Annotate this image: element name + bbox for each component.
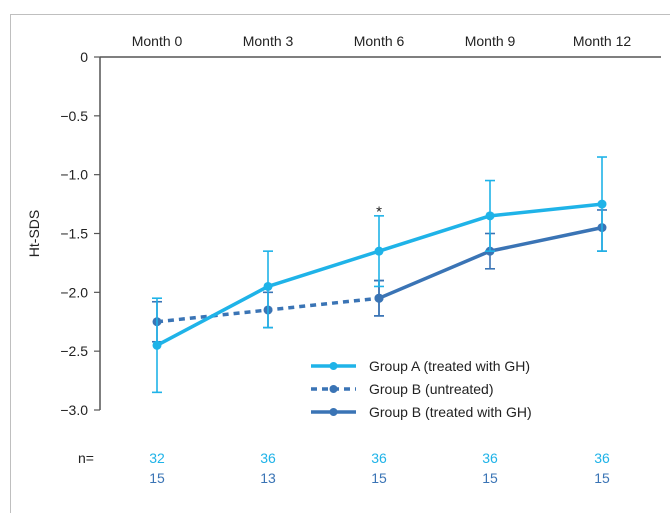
data-point — [152, 340, 162, 350]
sample-size-value: 36 — [482, 450, 498, 466]
sample-size-value: 15 — [149, 470, 165, 486]
data-point — [597, 199, 607, 209]
y-tick-label: −1.0 — [60, 167, 88, 183]
n-label: n= — [78, 450, 94, 466]
x-tick-label: Month 3 — [243, 33, 294, 49]
line-chart: Month 0 Month 3 Month 6 Month 9 Month 12 0 −0.… — [26, 33, 661, 486]
y-axis-label: Ht-SDS — [26, 210, 42, 257]
sample-size-value: 36 — [260, 450, 276, 466]
sample-size-value: 13 — [260, 470, 276, 486]
sample-size-value: 15 — [594, 470, 610, 486]
data-point — [374, 293, 384, 303]
y-tick-label: 0 — [80, 49, 88, 65]
legend-label: Group B (untreated) — [369, 381, 494, 397]
legend-label: Group B (treated with GH) — [369, 404, 532, 420]
x-tick-label: Month 9 — [465, 33, 516, 49]
legend-swatch-point — [329, 408, 338, 416]
y-tick-label: −2.0 — [60, 284, 88, 300]
y-tick-label: −3.0 — [60, 402, 88, 418]
chart-frame: Month 0 Month 3 Month 6 Month 9 Month 12 0 −0.… — [10, 14, 670, 513]
sample-size-value: 15 — [482, 470, 498, 486]
data-point — [485, 211, 495, 221]
x-tick-label: Month 12 — [573, 33, 632, 49]
sample-size-value: 36 — [371, 450, 387, 466]
legend-swatch-point — [329, 385, 338, 393]
y-tick-label: −1.5 — [60, 226, 88, 242]
legend-label: Group A (treated with GH) — [369, 358, 530, 374]
sample-size-value: 15 — [371, 470, 387, 486]
y-tick-label: −2.5 — [60, 343, 88, 359]
data-point — [374, 246, 384, 256]
y-tick-label: −0.5 — [60, 108, 88, 124]
x-tick-label: Month 0 — [132, 33, 183, 49]
x-tick-label: Month 6 — [354, 33, 405, 49]
sample-size-value: 36 — [594, 450, 610, 466]
significance-marker: * — [376, 203, 382, 220]
data-point — [263, 281, 273, 291]
legend-swatch-point — [329, 362, 338, 370]
sample-size-value: 32 — [149, 450, 165, 466]
